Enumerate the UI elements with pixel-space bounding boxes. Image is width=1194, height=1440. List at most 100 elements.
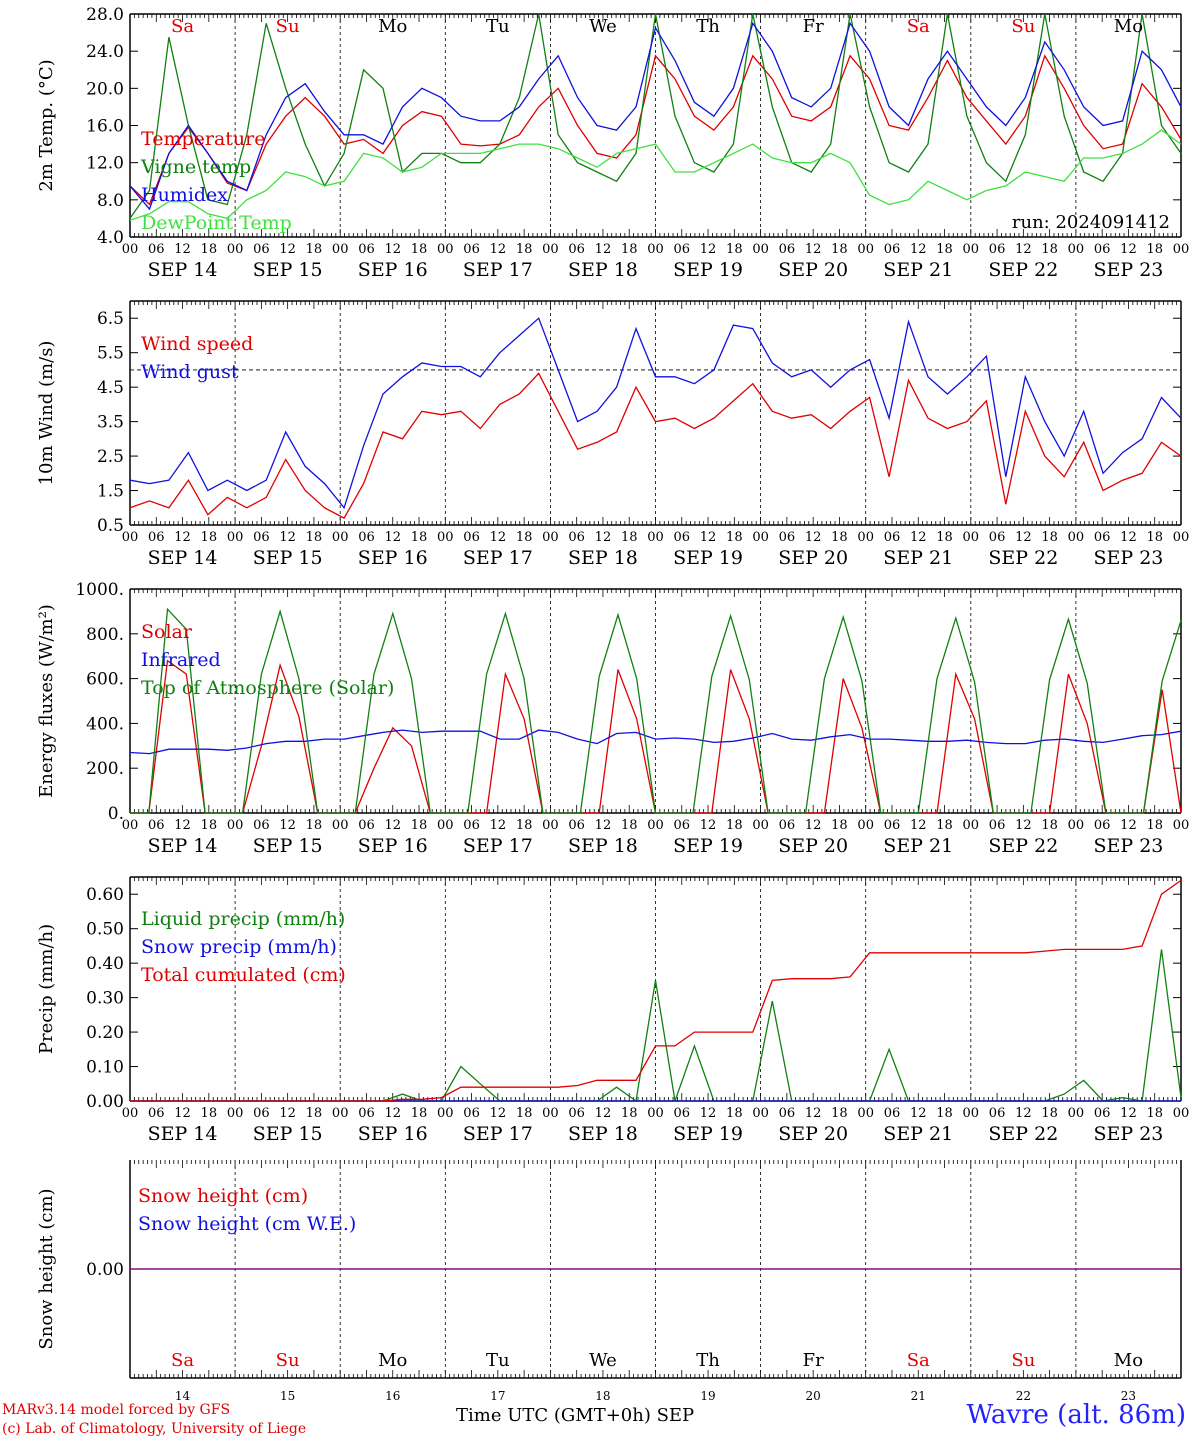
x-hour-label: 06 bbox=[674, 242, 691, 257]
x-date-label: SEP 19 bbox=[673, 835, 743, 857]
weekday-label: Sa bbox=[171, 16, 194, 37]
x-hour-label: 18 bbox=[831, 530, 848, 545]
x-hour-label: 12 bbox=[595, 818, 612, 833]
x-hour-label: 18 bbox=[621, 530, 638, 545]
x-date-label: SEP 17 bbox=[463, 835, 533, 857]
x-hour-label: 06 bbox=[253, 530, 270, 545]
weekday-label: Tu bbox=[486, 16, 510, 37]
x-hour-label: 12 bbox=[490, 530, 507, 545]
x-date-label: SEP 20 bbox=[778, 547, 848, 569]
y-tick-label: 200. bbox=[86, 759, 124, 779]
x-date-label: SEP 23 bbox=[1094, 547, 1164, 569]
x-hour-label: 06 bbox=[568, 242, 585, 257]
panel-5 bbox=[129, 1160, 1182, 1379]
y-tick-label: 8.0 bbox=[97, 191, 124, 211]
x-hour-label: 18 bbox=[726, 530, 743, 545]
y-tick-label: 1.5 bbox=[97, 482, 124, 502]
x-hour-label: 00 bbox=[542, 818, 559, 833]
x-hour-label: 18 bbox=[1146, 1106, 1163, 1121]
x-date-label: SEP 15 bbox=[253, 1123, 323, 1145]
x-date-label: SEP 17 bbox=[463, 259, 533, 281]
x-hour-label: 00 bbox=[857, 242, 874, 257]
x-hour-label: 12 bbox=[910, 1106, 927, 1121]
x-hour-label: 06 bbox=[568, 818, 585, 833]
x-hour-label: 00 bbox=[1173, 530, 1190, 545]
panel-3 bbox=[129, 588, 1182, 814]
x-date-label: SEP 19 bbox=[673, 259, 743, 281]
x-hour-label: 18 bbox=[726, 818, 743, 833]
x-hour-label: 06 bbox=[989, 530, 1006, 545]
x-date-label: SEP 18 bbox=[568, 835, 638, 857]
x-hour-label: 06 bbox=[358, 1106, 375, 1121]
day-number-label: 22 bbox=[1016, 1389, 1031, 1403]
legend-entry: Total cumulated (cm) bbox=[141, 964, 346, 986]
legend-entry: Snow precip (mm/h) bbox=[141, 936, 337, 958]
x-hour-label: 00 bbox=[332, 1106, 349, 1121]
x-hour-label: 12 bbox=[1120, 530, 1137, 545]
day-number-label: 17 bbox=[490, 1389, 505, 1403]
x-hour-label: 18 bbox=[516, 530, 533, 545]
series-line-1 bbox=[129, 372, 1182, 519]
series-line-1 bbox=[129, 54, 1182, 206]
x-hour-label: 12 bbox=[910, 818, 927, 833]
x-hour-label: 00 bbox=[963, 1106, 980, 1121]
x-hour-label: 06 bbox=[148, 1106, 165, 1121]
y-tick-label: 16.0 bbox=[86, 117, 124, 137]
x-hour-label: 00 bbox=[1068, 818, 1085, 833]
y-tick-label: 0.20 bbox=[86, 1023, 124, 1043]
y-tick-label: 6.5 bbox=[97, 309, 124, 329]
x-hour-label: 18 bbox=[936, 818, 953, 833]
x-hour-label: 00 bbox=[963, 242, 980, 257]
x-date-label: SEP 21 bbox=[883, 547, 953, 569]
station-name: Wavre (alt. 86m) bbox=[966, 1400, 1186, 1430]
x-hour-label: 18 bbox=[411, 818, 428, 833]
x-hour-label: 00 bbox=[963, 530, 980, 545]
x-axis-title: Time UTC (GMT+0h) SEP bbox=[456, 1405, 695, 1426]
x-hour-label: 18 bbox=[831, 818, 848, 833]
x-hour-label: 06 bbox=[884, 1106, 901, 1121]
x-hour-label: 18 bbox=[306, 242, 323, 257]
x-hour-label: 06 bbox=[253, 242, 270, 257]
credit-line-1: MARv3.14 model forced by GFS bbox=[2, 1402, 231, 1418]
legend-entry: DewPoint Temp bbox=[141, 212, 292, 234]
x-date-label: SEP 14 bbox=[148, 1123, 218, 1145]
x-hour-label: 00 bbox=[227, 242, 244, 257]
x-hour-label: 18 bbox=[306, 530, 323, 545]
x-hour-label: 06 bbox=[779, 530, 796, 545]
x-hour-label: 06 bbox=[779, 1106, 796, 1121]
x-hour-label: 18 bbox=[201, 818, 218, 833]
x-hour-label: 18 bbox=[726, 242, 743, 257]
y-tick-label: 3.5 bbox=[97, 413, 124, 433]
x-hour-label: 00 bbox=[437, 1106, 454, 1121]
x-hour-label: 18 bbox=[1041, 242, 1058, 257]
x-hour-label: 00 bbox=[647, 530, 664, 545]
x-hour-label: 18 bbox=[516, 1106, 533, 1121]
series-line-3 bbox=[130, 607, 1182, 814]
weekday-label: Su bbox=[276, 16, 300, 37]
x-hour-label: 12 bbox=[384, 1106, 401, 1121]
x-hour-label: 12 bbox=[384, 530, 401, 545]
x-date-label: SEP 23 bbox=[1094, 259, 1164, 281]
weekday-label: Sa bbox=[171, 1350, 194, 1371]
day-number-label: 18 bbox=[595, 1389, 610, 1403]
run-annotation: run: 2024091412 bbox=[1012, 212, 1170, 233]
x-hour-label: 00 bbox=[857, 530, 874, 545]
x-hour-label: 18 bbox=[411, 530, 428, 545]
y-tick-label: 800. bbox=[86, 625, 124, 645]
x-date-label: SEP 20 bbox=[778, 835, 848, 857]
x-hour-label: 00 bbox=[122, 530, 139, 545]
legend-entry: Snow height (cm) bbox=[138, 1185, 308, 1207]
y-tick-label: 4.5 bbox=[97, 378, 124, 398]
x-hour-label: 00 bbox=[963, 818, 980, 833]
x-hour-label: 12 bbox=[910, 242, 927, 257]
y-axis-label: 2m Temp. (°C) bbox=[36, 59, 57, 191]
x-hour-label: 00 bbox=[752, 818, 769, 833]
y-tick-label: 0.60 bbox=[86, 885, 124, 905]
x-hour-label: 18 bbox=[1041, 818, 1058, 833]
weekday-label: Tu bbox=[486, 1350, 510, 1371]
x-hour-label: 06 bbox=[989, 818, 1006, 833]
series-line-4 bbox=[129, 129, 1182, 221]
x-date-label: SEP 18 bbox=[568, 259, 638, 281]
x-date-label: SEP 15 bbox=[253, 835, 323, 857]
